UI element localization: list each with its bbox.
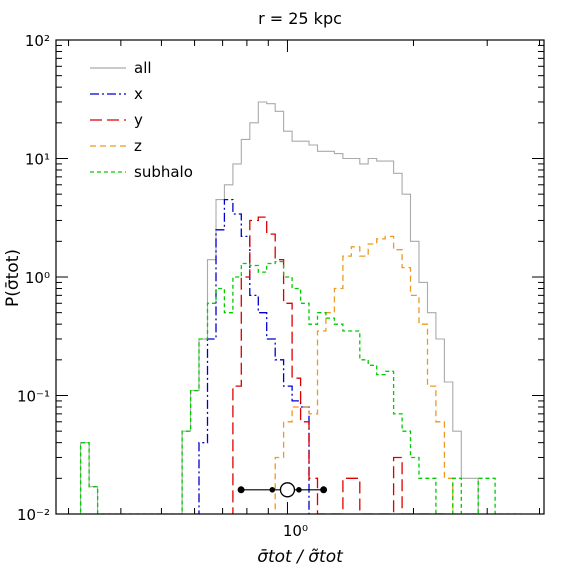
series-y-line (232, 216, 446, 514)
legend: all xyz subhalo (90, 59, 193, 181)
y-tick-label: 10² (25, 32, 50, 50)
error-bar-inner-point (269, 487, 276, 493)
series-z-line (274, 235, 462, 514)
legend-y-label: y (134, 111, 143, 129)
chart-title: r = 25 kpc (258, 9, 342, 28)
y-tick-label: 10¹ (25, 151, 50, 169)
error-bar-inner-point (296, 487, 302, 493)
legend-all-label: all (134, 59, 152, 77)
series-subhalo-line (79, 260, 522, 514)
y-tick-label: 10⁻¹ (17, 388, 50, 406)
svg-text:σ̄tot / σ̃tot: σ̄tot / σ̃tot (257, 547, 344, 567)
y-axis-label: P(σ̄tot) (3, 249, 23, 307)
legend-x-label: x (134, 85, 143, 103)
error-bar-center-marker (279, 482, 296, 498)
x-axis-label: σ̄tot / σ̃tot (257, 547, 344, 567)
series-all-line (80, 101, 522, 514)
error-bar-outer-point (237, 486, 245, 494)
x-tick-label: 10⁰ (283, 522, 308, 540)
y-tick-label: 10⁻² (17, 506, 50, 524)
y-tick-label: 10⁰ (25, 269, 50, 287)
plot-frame (55, 39, 545, 515)
legend-subhalo-label: subhalo (134, 163, 193, 181)
error-marker (237, 482, 328, 498)
svg-text:P(σ̄tot): P(σ̄tot) (3, 249, 23, 307)
error-bar-outer-point (320, 486, 328, 494)
axis-tick-labels: 10² 10¹ 10⁰ 10⁻¹ 10⁻² 10⁰ (17, 32, 308, 540)
axis-ticks (56, 39, 544, 515)
plot-area (79, 101, 522, 514)
legend-z-label: z (134, 137, 142, 155)
